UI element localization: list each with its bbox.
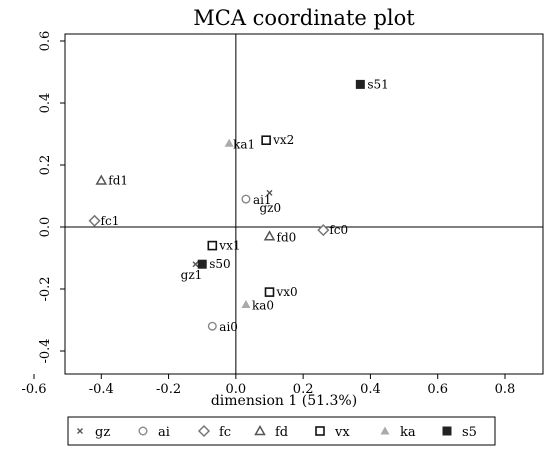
point-label-gz0: gz0: [260, 201, 282, 215]
x-tick-label: 0.6: [427, 382, 448, 397]
legend-label-ka: ka: [400, 425, 416, 440]
point-s50: [197, 259, 207, 269]
point-label-gz1: gz1: [181, 268, 203, 282]
legend-label-gz: gz: [95, 425, 110, 440]
x-tick-label: 0.4: [360, 382, 381, 397]
point-label-ka0: ka0: [252, 299, 274, 313]
legend-marker-vx: [315, 426, 325, 436]
point-fd0: [263, 230, 276, 241]
point-s51: [355, 79, 365, 89]
point-fd1: [95, 174, 108, 185]
point-label-s50: s50: [209, 257, 230, 271]
legend-marker-fd: [254, 424, 266, 436]
point-label-fc0: fc0: [329, 223, 348, 237]
y-tick-label: -0.4: [38, 338, 53, 363]
x-tick-label: 0.2: [293, 382, 314, 397]
plot-frame: [64, 33, 544, 375]
point-label-s51: s51: [367, 77, 388, 91]
y-tick-label: 0.2: [38, 155, 53, 176]
legend-label-ai: ai: [158, 425, 170, 440]
point-label-vx1: vx1: [218, 239, 240, 253]
point-ka0: [241, 300, 251, 308]
legend-label-fd: fd: [275, 425, 288, 440]
legend-marker-gz: [77, 428, 83, 434]
point-ka1: [224, 138, 234, 147]
point-fc0: [317, 224, 330, 237]
x-tick-label: 0.0: [226, 382, 247, 397]
legend-label-fc: fc: [219, 425, 231, 440]
point-gz1: [192, 261, 199, 268]
legend-marker-ai: [138, 426, 148, 436]
point-label-vx0: vx0: [276, 285, 298, 299]
legend-box: [67, 416, 496, 446]
y-tick-label: 0.4: [38, 93, 53, 114]
y-tick-label: 0.0: [38, 217, 53, 238]
legend-marker-fc: [197, 424, 211, 438]
point-label-fd1: fd1: [108, 174, 128, 188]
x-axis: -0.6 -0.4 -0.2 0.0 0.2 0.4 0.6 0.8: [21, 374, 515, 397]
y-tick-label: 0.6: [38, 31, 53, 52]
point-label-fd0: fd0: [277, 230, 297, 244]
x-tick-label: 0.8: [495, 382, 516, 397]
legend-marker-ka: [380, 426, 390, 435]
legend: gz ai fc fd vx ka s5: [77, 424, 477, 440]
point-label-ai1: ai1: [253, 193, 272, 207]
point-label-ai0: ai0: [219, 320, 238, 334]
y-axis: -0.4 -0.2 0.0 0.2 0.4 0.6: [38, 31, 65, 364]
zero-lines: [65, 34, 543, 374]
x-tick-label: -0.2: [156, 382, 181, 397]
point-ai0: [207, 321, 217, 331]
legend-label-vx: vx: [334, 425, 350, 440]
legend-label-s5: s5: [462, 425, 477, 440]
chart-title: MCA coordinate plot: [193, 6, 415, 30]
point-vx1: [207, 240, 218, 251]
point-vx2: [261, 135, 271, 145]
point-label-ka1: ka1: [233, 137, 255, 151]
point-fc1: [88, 214, 101, 227]
point-gz0: [266, 189, 273, 196]
x-axis-label: dimension 1 (51.3%): [211, 393, 357, 409]
legend-marker-s5: [442, 426, 452, 436]
y-tick-label: -0.2: [38, 276, 53, 301]
point-ai1: [241, 194, 251, 204]
point-label-vx2: vx2: [272, 133, 294, 147]
x-tick-label: -0.4: [89, 382, 114, 397]
data-points: gz0 gz1 ai1 ai0 fc1 fc0 fd1 fd0 vx2 vx1 vx0 ka1 ka0 s…: [88, 77, 389, 334]
point-label-fc1: fc1: [101, 214, 120, 228]
point-vx0: [264, 287, 275, 297]
x-tick-label: -0.6: [21, 382, 46, 397]
